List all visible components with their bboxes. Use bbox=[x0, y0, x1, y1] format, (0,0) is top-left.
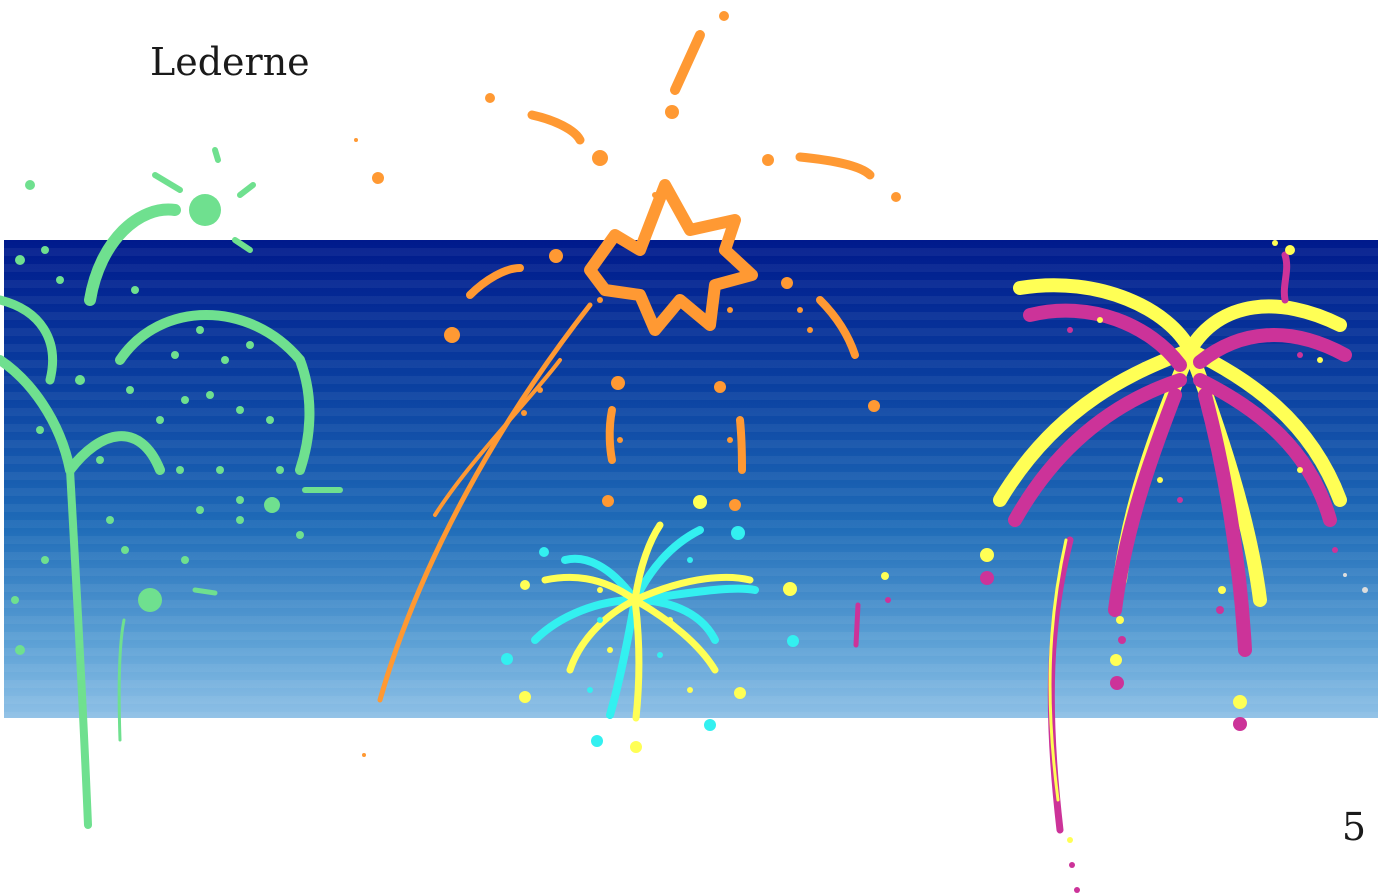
yellow-cyan-firework bbox=[501, 495, 891, 753]
magenta-yellow-firework bbox=[980, 240, 1368, 893]
slide-title: Lederne bbox=[150, 40, 310, 84]
orange-firework bbox=[354, 11, 901, 757]
page-number: 5 bbox=[1341, 805, 1366, 849]
green-firework bbox=[0, 147, 343, 829]
